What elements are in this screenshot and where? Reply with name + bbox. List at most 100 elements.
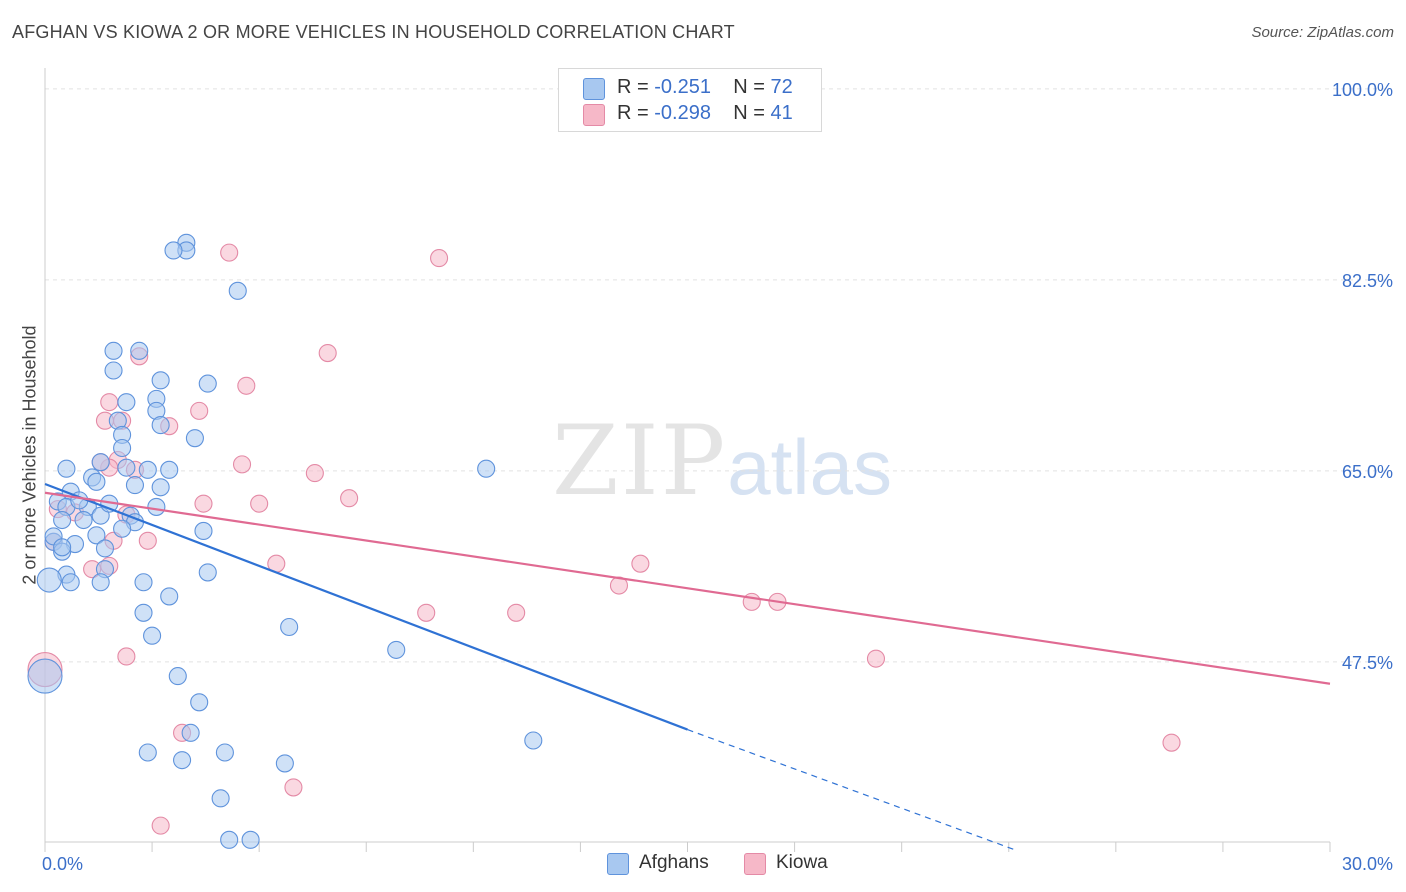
afghans-point-38 [87, 526, 106, 545]
afghans-point-63 [275, 754, 294, 773]
y-tick-label-2: 65.0% [1342, 462, 1393, 482]
y-tick-label-0: 100.0% [1332, 80, 1393, 100]
afghans-point-56 [27, 658, 63, 694]
afghans-point-61 [215, 743, 234, 762]
legend-afghans-n-value: 72 [770, 76, 793, 98]
legend-kiowa-n-label: N = [733, 102, 765, 124]
grid-layer [45, 88, 1390, 663]
legend-swatch-kiowa [583, 104, 605, 126]
kiowa-point-30 [507, 603, 526, 622]
watermark: ZIPatlas [552, 405, 892, 517]
afghans-point-5 [130, 341, 149, 360]
legend-kiowa-r-label: R = [617, 102, 649, 124]
afghans-point-20 [138, 460, 157, 479]
afghans-point-7 [151, 371, 170, 390]
afghans-point-51 [134, 603, 153, 622]
legend-bottom-label-kiowa: Kiowa [776, 852, 828, 873]
source-label: Source: ZipAtlas.com [1251, 24, 1394, 41]
kiowa-point-11 [232, 455, 252, 474]
kiowa-point-34 [866, 649, 886, 668]
kiowa-point-6 [190, 401, 209, 420]
afghans-trend-line-extension [687, 729, 1018, 852]
afghans-point-48 [91, 573, 110, 592]
afghans-point-25 [125, 476, 144, 495]
afghans-point-55 [168, 667, 187, 686]
legend-kiowa-n-value: 41 [770, 102, 793, 124]
kiowa-point-29 [417, 603, 436, 622]
afghans-point-6 [104, 361, 123, 380]
afghans-point-53 [143, 626, 162, 645]
afghans-point-46 [36, 567, 62, 593]
kiowa-point-39 [151, 816, 170, 835]
afghans-point-21 [160, 460, 179, 479]
afghans-point-58 [181, 723, 200, 742]
afghans-point-49 [134, 573, 153, 592]
kiowa-point-38 [284, 778, 303, 797]
afghans-point-30 [147, 497, 166, 516]
afghans-point-52 [280, 617, 299, 637]
afghans-point-65 [220, 830, 239, 849]
x-tick-label-1: 30.0% [1342, 854, 1393, 874]
afghans-point-50 [160, 587, 179, 606]
legend-afghans-r-label: R = [617, 76, 649, 98]
legend-bottom-label-afghans: Afghans [639, 852, 709, 873]
afghans-point-22 [477, 459, 496, 478]
kiowa-point-16 [194, 494, 213, 513]
y-axis-label: 2 or more Vehicles in Household [19, 325, 40, 585]
kiowa-point-15 [340, 489, 359, 508]
afghans-point-2 [164, 241, 183, 260]
legend-bottom-swatch-afghans [607, 853, 629, 875]
kiowa-point-17 [250, 494, 269, 513]
kiowa-point-2 [318, 343, 337, 363]
kiowa-trend-line [44, 491, 1331, 685]
legend-swatch-afghans [583, 78, 605, 100]
afghans-point-36 [113, 519, 132, 538]
afghans-point-24 [87, 472, 106, 491]
afghans-point-41 [95, 539, 115, 558]
afghans-point-45 [198, 563, 217, 582]
x-tick-label-0: 0.0% [42, 854, 83, 874]
chart-title: AFGHAN VS KIOWA 2 OR MORE VEHICLES IN HO… [12, 22, 735, 42]
afghans-point-19 [117, 458, 136, 477]
legend-afghans-n-label: N = [733, 76, 765, 98]
afghans-point-47 [61, 573, 80, 592]
kiowa-point-4 [237, 376, 256, 395]
afghans-trend-line [44, 482, 688, 731]
kiowa-point-33 [117, 647, 136, 666]
afghans-point-13 [151, 416, 170, 435]
afghans-point-70 [151, 478, 170, 497]
legend-bottom-swatch-kiowa [744, 853, 766, 875]
afghans-point-37 [194, 521, 213, 540]
afghans-point-57 [190, 693, 209, 712]
afghans-point-62 [173, 751, 192, 770]
trend-layer [44, 482, 1331, 852]
kiowa-point-1 [430, 249, 449, 268]
kiowa-point-0 [220, 243, 239, 262]
afghans-point-16 [113, 438, 132, 458]
kiowa-point-26 [631, 554, 650, 573]
y-tick-label-1: 82.5% [1342, 271, 1393, 291]
watermark-zip: ZIP [552, 405, 728, 517]
stats-legend: R = -0.251 N = 72 R = -0.298 N = 41 [558, 68, 822, 132]
kiowa-point-5 [100, 393, 119, 412]
afghans-point-60 [138, 743, 157, 762]
afghans-point-66 [241, 830, 260, 849]
legend-afghans-text: R = -0.251 N = 72 [617, 76, 793, 99]
afghans-point-3 [228, 281, 247, 300]
afghans-point-64 [211, 789, 230, 808]
afghans-point-4 [104, 341, 123, 360]
afghans-point-54 [387, 640, 406, 659]
kiowa-point-23 [138, 531, 157, 550]
kiowa-point-14 [305, 464, 324, 483]
afghans-point-10 [117, 393, 136, 412]
afghans-point-8 [198, 374, 217, 393]
afghans-point-33 [53, 510, 72, 530]
kiowa-point-37 [1162, 733, 1181, 752]
afghans-point-18 [91, 453, 110, 472]
afghans-point-34 [74, 510, 93, 530]
y-tick-label-3: 47.5% [1342, 653, 1393, 673]
afghans-points [27, 233, 543, 849]
tick-label-layer: 100.0% 82.5% 65.0% 47.5% 0.0% 30.0% [42, 80, 1393, 874]
afghans-point-17 [57, 459, 76, 478]
